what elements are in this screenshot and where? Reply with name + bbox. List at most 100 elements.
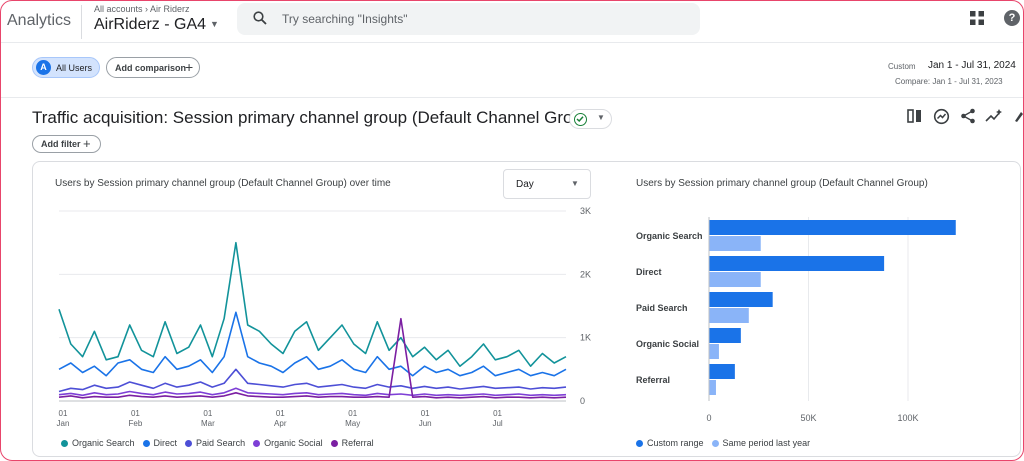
x-tick-day: 01: [348, 409, 357, 418]
add-filter-label: Add filter: [41, 139, 81, 149]
bar-custom-range[interactable]: [709, 256, 885, 271]
category-label: Organic Search: [636, 231, 703, 241]
legend-dot-icon: [636, 439, 643, 447]
bar-last-year[interactable]: [709, 236, 761, 251]
legend-item[interactable]: Custom range: [636, 438, 704, 448]
caret-down-icon: ▼: [571, 179, 579, 188]
x-tick-month: Jun: [419, 419, 432, 428]
x-tick-month: Jul: [492, 419, 502, 428]
chart-card: [32, 161, 1021, 457]
add-comparison-button[interactable]: Add comparison +: [106, 57, 200, 78]
report-status-dropdown[interactable]: ▼: [569, 109, 612, 129]
compare-columns-icon[interactable]: [907, 108, 923, 124]
bar-last-year[interactable]: [709, 272, 761, 287]
legend-item[interactable]: Direct: [142, 438, 178, 448]
y-tick-label: 2K: [580, 269, 591, 279]
legend-label: Custom range: [647, 438, 704, 448]
insights-icon[interactable]: [933, 108, 950, 125]
apps-grid-icon[interactable]: [969, 10, 985, 26]
legend-label: Same period last year: [722, 438, 811, 448]
y-tick-label: 0: [580, 396, 585, 406]
series-line-organic-search[interactable]: [58, 241, 567, 367]
breadcrumb[interactable]: All accounts › Air Riderz: [94, 4, 190, 14]
series-line-paid-search[interactable]: [58, 368, 567, 393]
series-line-direct[interactable]: [58, 311, 567, 377]
x-tick-day: 01: [131, 409, 140, 418]
bar-last-year[interactable]: [709, 308, 749, 323]
line-chart: 3K2K1K001Jan01Feb01Mar01Apr01May01Jun01J…: [57, 206, 591, 428]
x-tick-month: Mar: [201, 419, 215, 428]
category-label: Paid Search: [636, 303, 688, 313]
date-custom-label: Custom: [888, 62, 916, 71]
x-tick-day: 01: [493, 409, 502, 418]
search-bar[interactable]: Try searching "Insights": [237, 3, 700, 35]
x-tick-label: 0: [706, 413, 711, 423]
all-users-chip[interactable]: A All Users: [32, 57, 100, 78]
series-line-organic-social[interactable]: [58, 387, 567, 397]
property-selector[interactable]: AirRiderz - GA4 ▼: [94, 16, 219, 34]
x-tick-day: 01: [203, 409, 212, 418]
granularity-select[interactable]: Day ▼: [503, 169, 591, 199]
legend-dot-icon: [185, 439, 193, 447]
legend-dot-icon: [711, 439, 719, 447]
all-users-label: All Users: [56, 63, 93, 73]
category-label: Referral: [636, 375, 670, 385]
legend-label: Direct: [153, 438, 178, 448]
bar-chart-title: Users by Session primary channel group (…: [636, 178, 928, 189]
caret-down-icon: ▼: [597, 113, 605, 122]
search-input[interactable]: Try searching "Insights": [282, 12, 408, 26]
caret-down-icon: ▼: [210, 19, 219, 29]
legend-item[interactable]: Organic Search: [61, 438, 135, 448]
legend-item[interactable]: Paid Search: [185, 438, 245, 448]
plus-icon: +: [83, 136, 91, 151]
x-tick-day: 01: [59, 409, 68, 418]
bar-last-year[interactable]: [709, 344, 719, 359]
x-tick-month: May: [345, 419, 360, 428]
legend-label: Organic Search: [72, 438, 135, 448]
legend-item[interactable]: Organic Social: [253, 438, 323, 448]
x-tick-day: 01: [421, 409, 430, 418]
check-circle-icon: [574, 113, 587, 126]
x-tick-day: 01: [276, 409, 285, 418]
x-tick-month: Jan: [57, 419, 70, 428]
legend-item[interactable]: Referral: [330, 438, 374, 448]
y-tick-label: 3K: [580, 206, 591, 216]
app-name: Analytics: [7, 12, 72, 29]
legend-label: Referral: [341, 438, 374, 448]
bar-last-year[interactable]: [709, 380, 716, 395]
legend-item[interactable]: Same period last year: [711, 438, 811, 448]
edit-icon[interactable]: [1013, 108, 1024, 124]
help-icon[interactable]: ?: [1004, 10, 1020, 26]
granularity-value: Day: [516, 179, 534, 190]
y-tick-label: 1K: [580, 333, 591, 343]
legend-dot-icon: [330, 439, 338, 447]
x-tick-label: 100K: [897, 413, 918, 423]
line-chart-title: Users by Session primary channel group (…: [55, 178, 391, 189]
search-icon: [253, 11, 267, 25]
trend-icon[interactable]: [985, 108, 1003, 124]
divider: [81, 5, 82, 39]
bar-custom-range[interactable]: [709, 292, 773, 307]
bar-custom-range[interactable]: [709, 328, 741, 343]
x-tick-label: 50K: [800, 413, 816, 423]
page-title: Traffic acquisition: Session primary cha…: [32, 108, 598, 127]
x-tick-month: Feb: [129, 419, 143, 428]
add-comparison-label: Add comparison: [115, 63, 187, 73]
bar-chart: 0 50K 100K Organic Search Direct Paid Search O…: [636, 217, 956, 423]
bar-custom-range[interactable]: [709, 220, 956, 235]
line-chart-legend: Organic Search Direct Paid Search Organic S…: [61, 438, 382, 448]
section-divider: [1, 97, 1023, 98]
legend-label: Organic Social: [264, 438, 323, 448]
legend-label: Paid Search: [196, 438, 246, 448]
add-filter-button[interactable]: Add filter +: [32, 135, 101, 153]
legend-dot-icon: [253, 439, 261, 447]
date-range-picker[interactable]: Jan 1 - Jul 31, 2024: [928, 60, 1016, 71]
avatar: A: [36, 60, 51, 75]
share-icon[interactable]: [960, 108, 976, 124]
legend-dot-icon: [61, 439, 68, 447]
plus-icon: +: [185, 59, 194, 75]
bar-custom-range[interactable]: [709, 364, 735, 379]
series-line-referral[interactable]: [58, 317, 567, 399]
category-label: Direct: [636, 267, 662, 277]
